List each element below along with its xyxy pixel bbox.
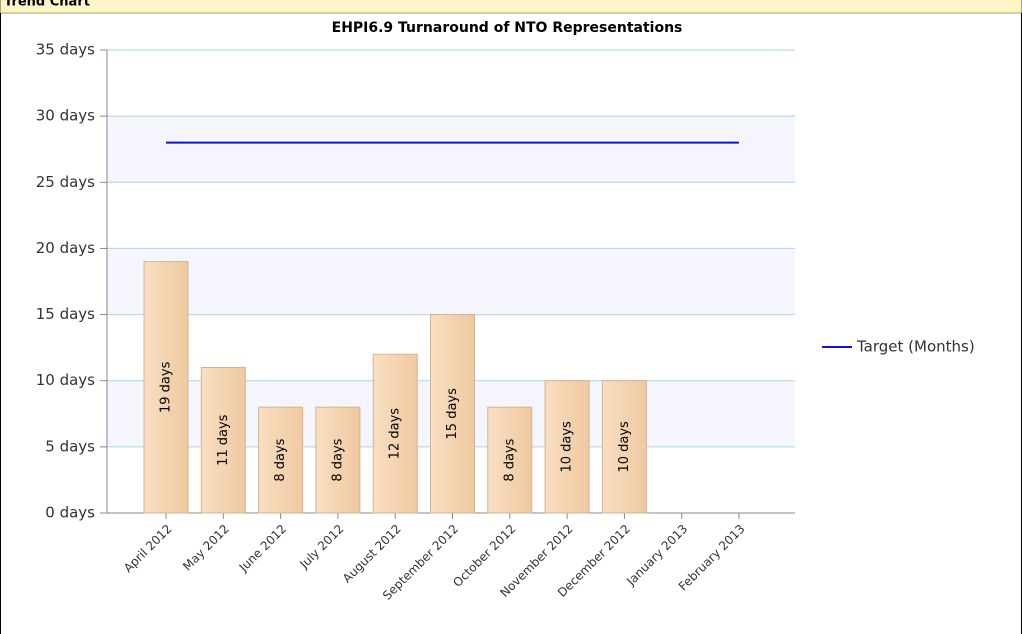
x-tick-label: May 2012 <box>180 522 232 574</box>
plot-band <box>107 248 795 315</box>
y-tick-label: 20 days <box>36 239 95 257</box>
bar <box>544 380 590 514</box>
x-tick-label: August 2012 <box>340 522 404 586</box>
bar <box>601 380 647 514</box>
data-label: 11 days <box>216 414 231 466</box>
y-tick-label: 25 days <box>36 173 95 191</box>
data-label: 10 days <box>560 421 575 473</box>
x-tick-label: June 2012 <box>236 522 289 575</box>
bar <box>487 406 533 514</box>
y-tick-label: 15 days <box>36 305 95 323</box>
y-tick-label: 30 days <box>36 107 95 125</box>
bar <box>258 406 304 514</box>
header-title: Trend Chart <box>4 0 90 10</box>
data-label: 10 days <box>617 421 632 473</box>
bar <box>315 406 361 514</box>
legend-label: Target (Months) <box>856 338 975 356</box>
data-label: 8 days <box>273 438 288 481</box>
bar <box>372 353 418 514</box>
header-bar <box>0 0 1022 14</box>
data-label: 12 days <box>388 408 403 460</box>
chart-title: EHPI6.9 Turnaround of NTO Representation… <box>332 20 683 36</box>
bar <box>200 366 246 514</box>
data-label: 19 days <box>159 361 174 413</box>
y-tick-label: 10 days <box>36 371 95 389</box>
y-tick-label: 5 days <box>45 437 95 455</box>
data-label: 8 days <box>502 438 517 481</box>
data-label: 15 days <box>445 388 460 440</box>
bar <box>430 314 475 514</box>
x-tick-label: April 2012 <box>121 522 175 576</box>
y-tick-label: 0 days <box>45 504 95 522</box>
x-tick-label: July 2012 <box>296 522 346 572</box>
bar <box>143 261 189 514</box>
plot-band <box>107 116 795 183</box>
data-label: 8 days <box>330 438 345 481</box>
y-tick-label: 35 days <box>36 41 95 59</box>
